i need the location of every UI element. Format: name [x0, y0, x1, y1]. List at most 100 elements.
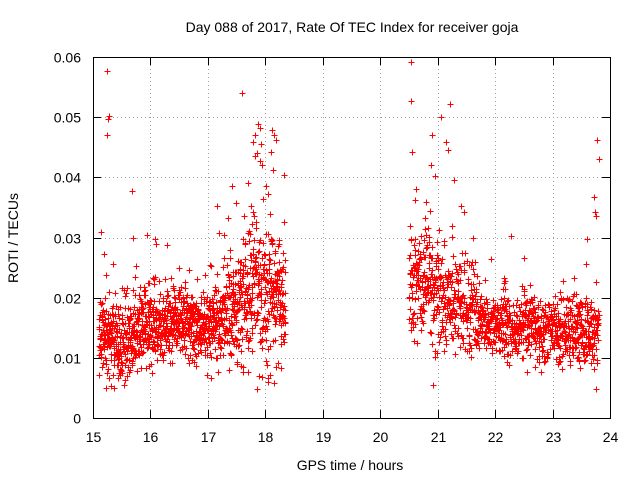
y-tick-label: 0.03 — [54, 231, 81, 247]
data-point-outlier — [584, 236, 591, 243]
data-point — [211, 292, 218, 299]
data-point — [468, 345, 475, 352]
data-point — [281, 219, 288, 226]
data-point — [124, 348, 131, 355]
data-point — [518, 332, 525, 339]
data-point — [102, 295, 109, 302]
data-point — [531, 294, 538, 301]
data-point — [265, 318, 272, 325]
data-point — [523, 347, 530, 354]
data-point — [235, 343, 242, 350]
data-point — [532, 364, 539, 371]
data-point — [416, 262, 423, 269]
data-point — [426, 260, 433, 267]
data-point — [478, 293, 485, 300]
data-point — [276, 273, 283, 280]
data-point — [247, 335, 254, 342]
data-point — [154, 341, 161, 348]
data-point — [455, 288, 462, 295]
data-point — [134, 368, 141, 375]
data-point — [470, 266, 477, 273]
data-point — [415, 266, 422, 273]
x-tick-label: 21 — [431, 429, 447, 445]
data-point — [458, 300, 465, 307]
data-point — [571, 275, 578, 282]
data-point — [110, 372, 117, 379]
data-point — [172, 295, 179, 302]
data-point — [276, 259, 283, 266]
data-point — [557, 289, 564, 296]
data-point — [242, 256, 249, 263]
data-point — [438, 260, 445, 267]
data-point — [414, 340, 421, 347]
data-point — [214, 271, 221, 278]
data-point — [490, 297, 497, 304]
data-point — [501, 295, 508, 302]
data-point-outlier — [250, 139, 257, 146]
data-point — [441, 287, 448, 294]
data-point — [593, 386, 600, 393]
data-point — [233, 317, 240, 324]
data-point — [461, 269, 468, 276]
data-point — [545, 351, 552, 358]
data-point — [448, 273, 455, 280]
data-point — [224, 305, 231, 312]
data-point — [281, 315, 288, 322]
data-point-outlier — [269, 127, 276, 134]
data-point — [476, 345, 483, 352]
data-point — [264, 326, 271, 333]
data-point — [575, 354, 582, 361]
data-point — [557, 316, 564, 323]
data-point — [118, 353, 125, 360]
data-point — [280, 250, 287, 257]
data-point — [182, 279, 189, 286]
data-point — [578, 316, 585, 323]
data-point — [264, 362, 271, 369]
data-point — [468, 262, 475, 269]
data-point — [279, 277, 286, 284]
data-point — [529, 320, 536, 327]
data-point — [498, 296, 505, 303]
data-point — [461, 295, 468, 302]
data-point — [452, 314, 459, 321]
data-point — [439, 317, 446, 324]
data-point-outlier — [265, 191, 272, 198]
data-point — [102, 316, 109, 323]
data-point — [454, 330, 461, 337]
data-point — [594, 317, 601, 324]
data-point — [428, 330, 435, 337]
data-point — [122, 293, 129, 300]
data-point — [489, 345, 496, 352]
data-point — [515, 348, 522, 355]
data-point — [577, 365, 584, 372]
data-point — [449, 270, 456, 277]
data-point — [539, 343, 546, 350]
data-point-outlier — [258, 141, 265, 148]
data-point — [135, 316, 142, 323]
x-tick-label: 15 — [86, 429, 102, 445]
data-point — [151, 281, 158, 288]
data-point — [204, 344, 211, 351]
data-point — [259, 345, 266, 352]
data-point — [577, 311, 584, 318]
data-point — [493, 316, 500, 323]
data-point — [453, 266, 460, 273]
data-point — [561, 328, 568, 335]
data-point — [148, 334, 155, 341]
data-point — [111, 337, 118, 344]
data-point — [133, 328, 140, 335]
data-point — [583, 352, 590, 359]
data-point — [535, 314, 542, 321]
data-point-outlier — [104, 132, 111, 139]
y-tick-label: 0.05 — [54, 110, 81, 126]
data-point-outlier — [104, 68, 111, 75]
data-point — [250, 209, 257, 216]
data-point — [422, 254, 429, 261]
data-point-outlier — [245, 180, 252, 187]
data-point — [593, 279, 600, 286]
data-point — [504, 298, 511, 305]
data-point — [439, 295, 446, 302]
data-point — [208, 263, 215, 270]
data-point — [253, 254, 260, 261]
data-point — [565, 297, 572, 304]
